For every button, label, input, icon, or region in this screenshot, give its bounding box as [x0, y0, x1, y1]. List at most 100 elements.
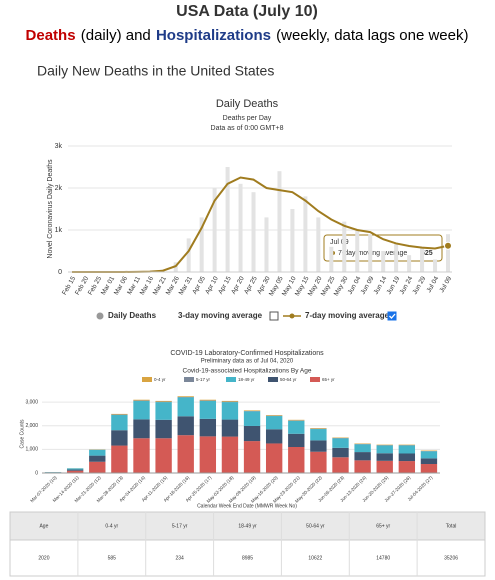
subtitle-hosp: Hospitalizations [156, 27, 271, 44]
table-header-cell: 0-4 yr [105, 523, 118, 529]
table-header-cell: 18-49 yr [238, 523, 257, 529]
bar-segment [155, 400, 172, 402]
legend-label[interactable]: 65+ yr [322, 377, 335, 382]
bar-segment [199, 400, 217, 419]
bar-segment [177, 396, 194, 397]
bar [225, 167, 230, 272]
legend-marker [289, 313, 295, 319]
bar-segment [111, 430, 128, 446]
y-tick-label: 1,000 [25, 447, 38, 453]
bar-segment [243, 411, 261, 426]
bar-segment [199, 418, 217, 437]
table-cell: 14780 [376, 555, 390, 561]
legend-swatch [184, 377, 194, 382]
legend-label[interactable]: 3-day moving average [178, 311, 263, 320]
bar-segment [133, 400, 150, 420]
bar-segment [221, 400, 239, 402]
table-header-cell: 50-64 yr [306, 523, 325, 529]
bar [199, 217, 204, 272]
table-cell: 585 [108, 555, 117, 561]
bar [212, 188, 217, 272]
tooltip-value: 625 [421, 250, 433, 257]
bar-segment [354, 460, 371, 473]
bar-segment [155, 402, 172, 420]
section-title: Daily New Deaths in the United States [37, 63, 274, 79]
bar-segment [199, 436, 217, 473]
bar [186, 238, 191, 272]
bar [381, 251, 386, 272]
y-tick-label: 2,000 [25, 423, 38, 429]
bar [251, 192, 256, 272]
subtitle-deaths: Deaths [26, 27, 76, 44]
legend-label[interactable]: Daily Deaths [108, 311, 157, 320]
bar-segment [177, 435, 194, 473]
bar-segment [155, 438, 172, 473]
legend-label[interactable]: 50-64 yr [280, 377, 297, 382]
bar [407, 255, 412, 272]
bar-segment [398, 445, 416, 454]
bar-segment [89, 449, 106, 456]
legend-label[interactable]: 5-17 yr [196, 377, 211, 382]
bar-segment [310, 440, 327, 452]
y-tick-label: 1k [55, 227, 63, 234]
bar [368, 234, 373, 272]
legend-marker [96, 312, 104, 320]
subtitle-text: (weekly, data lags one week) [276, 27, 468, 44]
bar-segment [243, 425, 261, 442]
bar [277, 171, 282, 272]
checkmark [389, 313, 396, 319]
bar-segment [398, 453, 416, 462]
page-title: USA Data (July 10) [176, 3, 318, 20]
x-tick-label: Jun 29 [411, 275, 427, 296]
bar-segment [420, 451, 438, 459]
bar-segment [155, 419, 172, 439]
bar-segment [133, 438, 150, 473]
chart-title: COVID-19 Laboratory-Confirmed Hospitaliz… [170, 350, 324, 357]
bar-segment [221, 436, 239, 473]
bar-segment [111, 413, 128, 415]
bar-segment [199, 399, 217, 401]
bar [420, 246, 425, 272]
bar-segment [310, 429, 327, 441]
checkbox[interactable] [269, 311, 279, 321]
bar-segment [111, 445, 128, 473]
bar-segment [332, 447, 349, 458]
table-header-cell: 65+ yr [376, 523, 390, 529]
tooltip-series: 7-day moving average [338, 250, 407, 257]
chart-title: Daily Deaths [216, 98, 279, 110]
table-row-bg [9, 539, 486, 577]
y-tick-label: 3,000 [25, 399, 38, 405]
legend-label[interactable]: 7-day moving average [305, 311, 390, 320]
legend-label[interactable]: 18-49 yr [238, 377, 255, 382]
table-header-cell: Age [39, 523, 48, 529]
highlight-point [444, 241, 452, 250]
bar [303, 196, 308, 272]
bar-segment [66, 470, 84, 473]
table-cell: 234 [175, 555, 184, 561]
chart-subtitle: Deaths per Day [223, 115, 272, 122]
table-cell: 35206 [444, 555, 458, 561]
legend-label[interactable]: 0-4 yr [154, 377, 166, 382]
bar-segment [177, 416, 194, 436]
tooltip-date: Jul 09 [330, 239, 349, 246]
bar-segment [265, 443, 283, 473]
bar-segment [243, 410, 261, 411]
bar-segment [310, 451, 327, 473]
bar-segment [376, 460, 393, 473]
subtitle-text: (daily) and [81, 27, 151, 44]
legend-title: Covid-19-associated Hospitalizations By … [183, 368, 312, 375]
x-tick-label: Jul 09 [438, 275, 453, 294]
bar-segment [265, 415, 283, 416]
bar-segment [332, 457, 349, 473]
legend-swatch [268, 377, 278, 382]
x-axis-label: Calendar Week End Date (MMWR Week No) [197, 503, 297, 509]
bar-segment [265, 429, 283, 444]
checkbox[interactable] [387, 311, 397, 321]
bar-segment [288, 419, 305, 421]
bar-segment [89, 455, 106, 462]
table: Age 0-4 yr 5-17 yr 18-49 yr 50-64 yr 65+ yr To… [9, 511, 486, 577]
y-tick-label: 3k [55, 143, 63, 150]
bar-segment [221, 402, 239, 420]
bar-segment [133, 419, 150, 439]
